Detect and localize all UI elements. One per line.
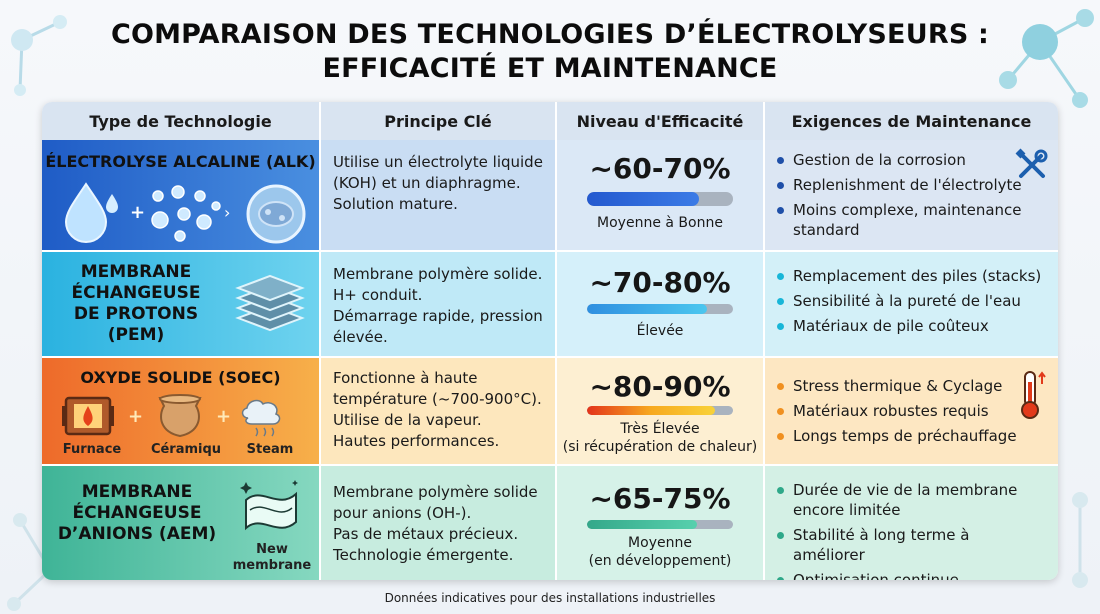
list-item: Stress thermique & Cyclage: [775, 376, 1045, 396]
page-title: COMPARAISON DES TECHNOLOGIES D’ÉLECTROLY…: [0, 18, 1100, 86]
efficiency-bar-fill-pem: [587, 304, 707, 314]
principle-cell-aem: Membrane polymère solide pour anions (OH…: [321, 466, 555, 580]
svg-text:+: +: [128, 406, 143, 427]
efficiency-bar-soec: [587, 406, 733, 415]
principle-cell-soec: Fonctionne à haute température (~700-900…: [321, 358, 555, 464]
list-item: Matériaux de pile coûteux: [775, 316, 1045, 336]
efficiency-value-soec: ~80-90%: [589, 370, 731, 403]
type-cell-aem: MEMBRANE ÉCHANGEUSE D’ANIONS (AEM) New m…: [42, 466, 319, 580]
principle-text-soec: Fonctionne à haute température (~700-900…: [333, 369, 542, 450]
tech-name-alk: ÉLECTROLYSE ALCALINE (ALK): [45, 152, 316, 171]
efficiency-cell-alk: ~60-70% Moyenne à Bonne: [557, 140, 763, 250]
list-item: Stabilité à long terme à améliorer: [775, 525, 1045, 565]
principle-cell-alk: Utilise un électrolyte liquide (KOH) et …: [321, 140, 555, 250]
efficiency-value-aem: ~65-75%: [589, 482, 731, 515]
maintenance-cell-aem: Durée de vie de la membrane encore limit…: [765, 466, 1058, 580]
water-drop-icon: [64, 182, 118, 243]
efficiency-bar-fill-aem: [587, 520, 697, 529]
list-item: Optimisation continue: [775, 570, 1045, 580]
efficiency-cell-pem: ~70-80% Élevée: [557, 252, 763, 356]
table-row-soec: OXYDE SOLIDE (SOEC) + +: [42, 358, 1058, 464]
efficiency-bar-pem: [587, 304, 733, 314]
principle-text-alk: Utilise un électrolyte liquide (KOH) et …: [333, 153, 543, 213]
column-divider: [555, 102, 557, 580]
list-item: Matériaux robustes requis: [775, 401, 1045, 421]
footer-note: Données indicatives pour des installatio…: [384, 591, 716, 605]
header-type: Type de Technologie: [42, 102, 319, 140]
steam-icon: [241, 399, 281, 437]
efficiency-level-soec: Très Élevée (si récupération de chaleur): [562, 421, 758, 455]
principle-text-aem: Membrane polymère solide pour anions (OH…: [333, 483, 538, 564]
principle-cell-pem: Membrane polymère solide. H+ conduit. Dé…: [321, 252, 555, 356]
principle-text-pem: Membrane polymère solide. H+ conduit. Dé…: [333, 265, 543, 346]
table-row-pem: MEMBRANE ÉCHANGEUSE DE PROTONS (PEM) Mem…: [42, 252, 1058, 356]
header-efficiency: Niveau d'Efficacité: [557, 102, 763, 140]
new-membrane-icon: [240, 480, 298, 531]
membrane-stack-icon: [235, 274, 305, 332]
list-item: Sensibilité à la pureté de l'eau: [775, 291, 1045, 311]
maintenance-list-alk: Gestion de la corrosion Replenishment de…: [775, 150, 1045, 245]
type-cell-soec: OXYDE SOLIDE (SOEC) + +: [42, 358, 319, 464]
list-item: Gestion de la corrosion: [775, 150, 1045, 170]
tech-name-aem: MEMBRANE ÉCHANGEUSE D’ANIONS (AEM): [57, 482, 217, 544]
ceramic-label: Céramiqu: [150, 442, 222, 457]
list-item: Durée de vie de la membrane encore limit…: [775, 480, 1045, 520]
list-item: Moins complexe, maintenance standard: [775, 200, 1045, 240]
soec-illustration: + +: [62, 394, 281, 438]
comparison-table: Type de Technologie Principe Clé Niveau …: [42, 102, 1058, 580]
efficiency-cell-aem: ~65-75% Moyenne (en développement): [557, 466, 763, 580]
table-row-aem: MEMBRANE ÉCHANGEUSE D’ANIONS (AEM) New m…: [42, 466, 1058, 580]
maintenance-list-aem: Durée de vie de la membrane encore limit…: [775, 480, 1045, 580]
new-membrane-label: New membrane: [232, 542, 312, 573]
header-maintenance: Exigences de Maintenance: [765, 102, 1058, 140]
tech-name-pem: MEMBRANE ÉCHANGEUSE DE PROTONS (PEM): [71, 262, 201, 345]
thermometer-icon: [1021, 371, 1046, 419]
efficiency-cell-soec: ~80-90% Très Élevée (si récupération de …: [557, 358, 763, 464]
header-principle: Principe Clé: [321, 102, 555, 140]
list-item: Remplacement des piles (stacks): [775, 266, 1045, 286]
efficiency-value-pem: ~70-80%: [589, 266, 731, 299]
furnace-icon: [62, 396, 114, 436]
maintenance-cell-pem: Remplacement des piles (stacks) Sensibil…: [765, 252, 1058, 356]
efficiency-bar-fill-alk: [587, 192, 700, 206]
efficiency-bar-aem: [587, 520, 733, 529]
maintenance-cell-alk: Gestion de la corrosion Replenishment de…: [765, 140, 1058, 250]
bubbles-icon: [151, 185, 221, 242]
efficiency-level-pem: Élevée: [636, 323, 684, 339]
steam-label: Steam: [246, 442, 294, 457]
efficiency-value-alk: ~60-70%: [589, 152, 731, 185]
tech-name-soec: OXYDE SOLIDE (SOEC): [80, 368, 281, 387]
maintenance-cell-soec: Stress thermique & Cyclage Matériaux rob…: [765, 358, 1058, 464]
maintenance-list-pem: Remplacement des piles (stacks) Sensibil…: [775, 266, 1045, 341]
column-divider: [763, 102, 765, 580]
alk-illustration: + ›: [64, 182, 306, 244]
maintenance-list-soec: Stress thermique & Cyclage Matériaux rob…: [775, 376, 1045, 451]
efficiency-level-alk: Moyenne à Bonne: [597, 215, 723, 231]
efficiency-bar-alk: [587, 192, 733, 206]
ceramic-pot-icon: [158, 394, 202, 438]
column-divider: [319, 102, 321, 580]
svg-text:+: +: [130, 202, 145, 223]
table-row-alk: ÉLECTROLYSE ALCALINE (ALK) + ›: [42, 140, 1058, 250]
svg-text:›: ›: [224, 203, 230, 222]
efficiency-level-aem: Moyenne (en développement): [588, 535, 732, 569]
furnace-label: Furnace: [62, 442, 122, 457]
efficiency-bar-fill-soec: [587, 406, 716, 415]
svg-text:+: +: [216, 406, 231, 427]
type-cell-pem: MEMBRANE ÉCHANGEUSE DE PROTONS (PEM): [42, 252, 319, 356]
title-line-1: COMPARAISON DES TECHNOLOGIES D’ÉLECTROLY…: [110, 19, 990, 50]
title-line-2: EFFICACITÉ ET MAINTENANCE: [322, 53, 778, 84]
list-item: Longs temps de préchauffage: [775, 426, 1045, 446]
type-cell-alk: ÉLECTROLYSE ALCALINE (ALK) + ›: [42, 140, 319, 250]
wrench-screwdriver-icon: [1015, 148, 1048, 178]
list-item: Replenishment de l'électrolyte: [775, 175, 1045, 195]
cell-icon: [246, 184, 306, 244]
